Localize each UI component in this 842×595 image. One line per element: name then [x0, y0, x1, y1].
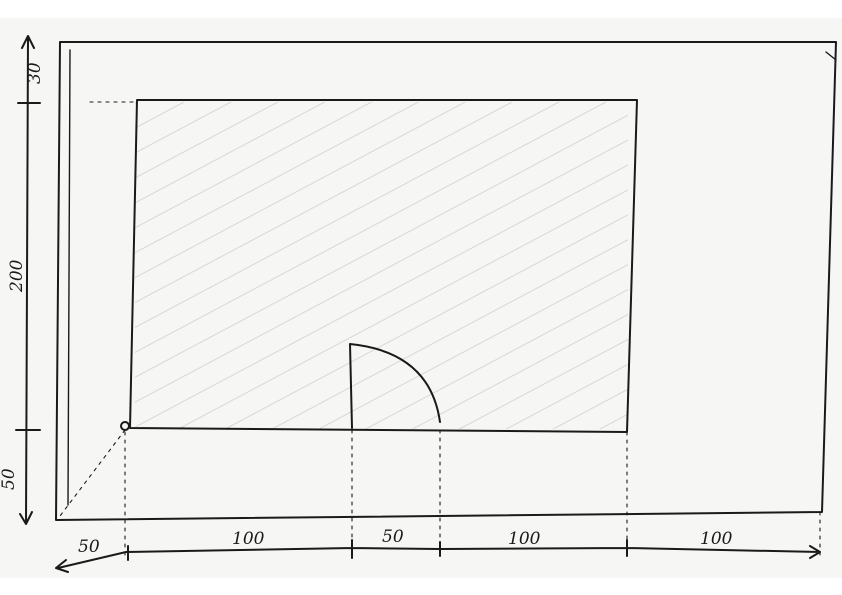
label-segment-2: 50 — [382, 527, 404, 547]
label-bottom-margin: 50 — [0, 468, 19, 490]
label-top-margin: 30 — [25, 62, 45, 84]
label-segment-4: 100 — [700, 529, 733, 549]
label-segment-3: 100 — [508, 529, 541, 549]
label-panel-height: 200 — [7, 259, 27, 293]
hatched-panel-fill — [135, 102, 628, 429]
label-segment-1: 100 — [232, 529, 265, 549]
label-left-margin: 50 — [78, 537, 100, 557]
